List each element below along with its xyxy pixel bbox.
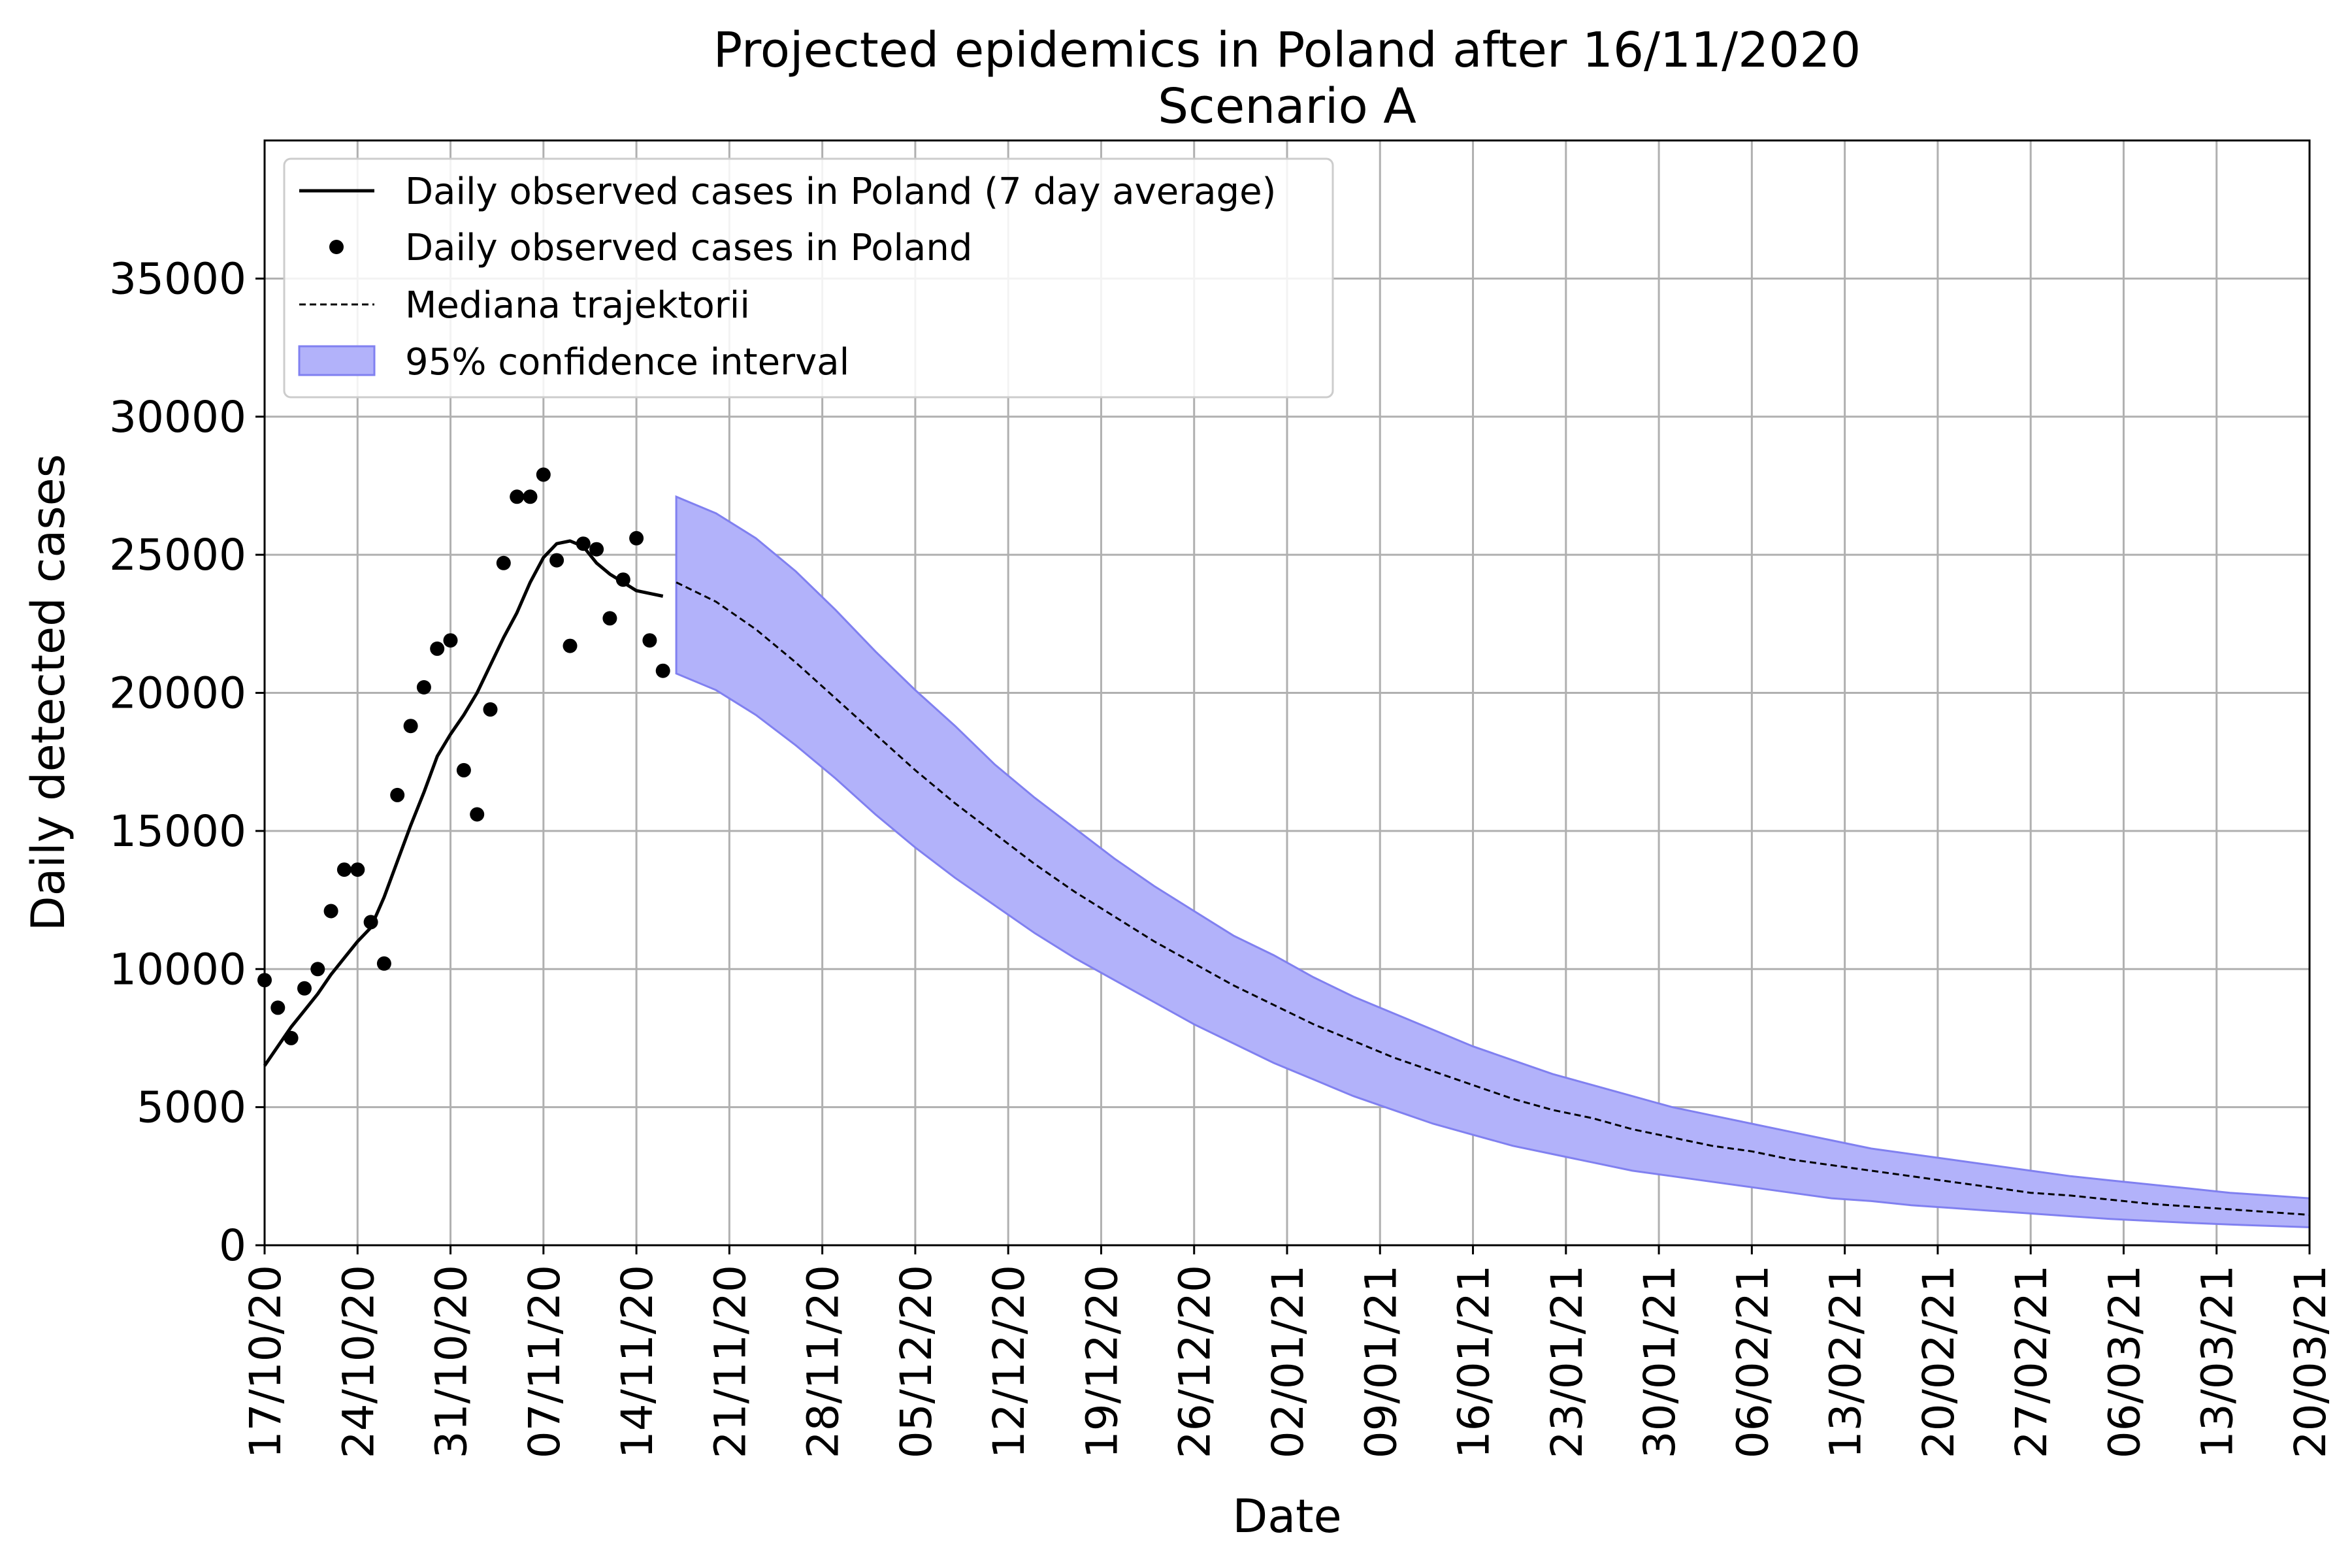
observed-points: [257, 467, 670, 1045]
y-tick-label: 5000: [137, 1083, 246, 1133]
x-axis: 17/10/20 24/10/20 31/10/20 07/11/20 14/11/20…: [240, 1245, 2336, 1458]
y-tick-label: 15000: [109, 806, 246, 857]
observed-point: [615, 572, 630, 587]
observed-point: [403, 719, 418, 734]
observed-point: [510, 489, 525, 504]
observed-point: [390, 787, 405, 802]
legend-dot-icon: [329, 240, 344, 254]
x-tick-label: 27/02/21: [2006, 1265, 2057, 1458]
y-tick-label: 25000: [109, 530, 246, 580]
observed-point: [297, 981, 312, 996]
median-line: [676, 581, 2310, 1216]
x-tick-label: 24/10/20: [333, 1265, 384, 1458]
legend: Daily observed cases in Poland (7 day av…: [283, 157, 1334, 399]
observed-point: [336, 862, 351, 877]
observed-point: [629, 531, 644, 546]
legend-band-icon: [298, 345, 376, 376]
observed-point: [536, 467, 551, 482]
observed-point: [496, 555, 511, 570]
observed-point: [443, 633, 458, 648]
observed-point: [549, 553, 564, 568]
observed-point: [523, 489, 538, 504]
legend-box: [283, 157, 1334, 399]
x-tick-label: 28/11/20: [798, 1265, 849, 1458]
observed-point: [576, 536, 591, 551]
observed-point: [270, 1000, 286, 1015]
x-tick-label: 19/12/20: [1077, 1265, 1127, 1458]
y-tick-label: 10000: [109, 944, 246, 994]
y-axis-label: Daily detected cases: [22, 454, 75, 931]
x-tick-label: 31/10/20: [427, 1265, 477, 1458]
observed-point: [602, 611, 617, 626]
x-tick-label: 14/11/20: [612, 1265, 662, 1458]
observed-point: [416, 680, 431, 694]
x-axis-label: Date: [1232, 1490, 1341, 1543]
x-tick-label: 13/03/21: [2193, 1265, 2243, 1458]
observed-point: [430, 641, 445, 656]
y-axis: 0 5000 10000 15000 20000 25000 30000 35000: [109, 253, 265, 1271]
x-tick-label: 30/01/21: [1635, 1265, 1685, 1458]
observed-point: [563, 638, 578, 653]
y-tick-label: 20000: [109, 668, 246, 719]
x-tick-label: 05/12/20: [891, 1265, 941, 1458]
observed-point: [589, 542, 604, 557]
x-tick-label: 06/03/21: [2099, 1265, 2149, 1458]
chart-subtitle: Scenario A: [1158, 78, 1416, 135]
legend-label-median: Mediana trajektorii: [405, 284, 750, 327]
observed-point: [376, 956, 391, 971]
average-line: [263, 539, 664, 1067]
x-tick-label: 20/03/21: [2285, 1265, 2336, 1458]
x-tick-label: 23/01/21: [1542, 1265, 1592, 1458]
chart-title: Projected epidemics in Poland after 16/1…: [713, 22, 1861, 78]
legend-label-average: Daily observed cases in Poland (7 day av…: [405, 171, 1276, 213]
observed-point: [642, 633, 657, 648]
y-tick-label: 0: [219, 1220, 246, 1271]
observed-point: [310, 962, 325, 977]
x-tick-label: 12/12/20: [984, 1265, 1034, 1458]
x-tick-label: 16/01/21: [1449, 1265, 1499, 1458]
x-tick-label: 21/11/20: [705, 1265, 755, 1458]
observed-point: [470, 807, 485, 822]
legend-label-observed: Daily observed cases in Poland: [405, 227, 972, 269]
legend-label-band: 95% confidence interval: [405, 341, 849, 384]
median-trajectory: [676, 581, 2310, 1216]
x-tick-label: 06/02/21: [1727, 1265, 1778, 1458]
x-tick-label: 20/02/21: [1914, 1265, 1964, 1458]
x-tick-label: 09/01/21: [1356, 1265, 1406, 1458]
x-tick-label: 26/12/20: [1170, 1265, 1220, 1458]
seven-day-average: [263, 539, 664, 1067]
x-tick-label: 13/02/21: [1821, 1265, 1871, 1458]
x-tick-label: 02/01/21: [1263, 1265, 1313, 1458]
observed-point: [284, 1030, 299, 1045]
observed-point: [456, 762, 471, 777]
observed-point: [323, 904, 338, 919]
y-tick-label: 30000: [109, 392, 246, 442]
observed-point: [363, 915, 378, 930]
x-tick-label: 07/11/20: [519, 1265, 570, 1458]
y-tick-label: 35000: [109, 253, 246, 304]
observed-point: [483, 702, 498, 717]
observed-point: [350, 862, 365, 877]
observed-point: [655, 663, 670, 678]
x-tick-label: 17/10/20: [240, 1265, 291, 1458]
